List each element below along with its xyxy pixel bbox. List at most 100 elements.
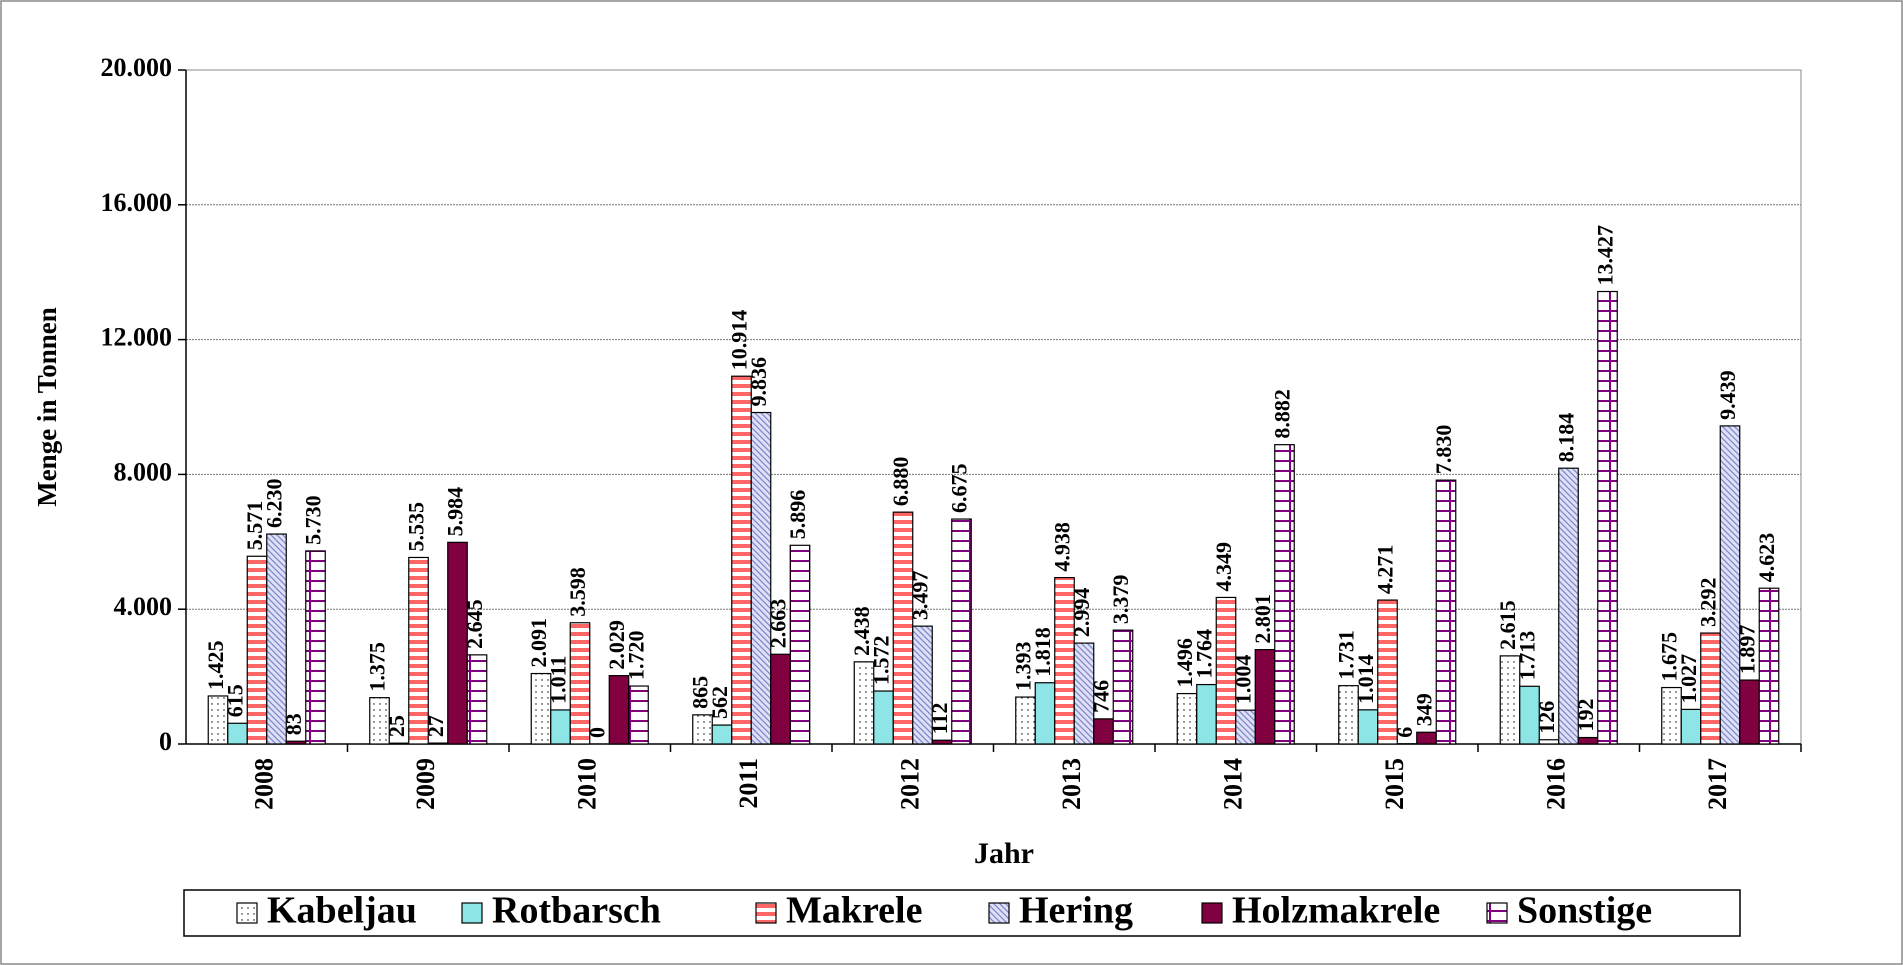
- value-label: 2.994: [1069, 588, 1094, 638]
- bar: [750, 411, 772, 745]
- bar: [873, 690, 894, 745]
- value-label: 1.004: [1231, 655, 1256, 705]
- bar: [1416, 731, 1437, 745]
- bar: [305, 550, 326, 745]
- value-label: 1.011: [546, 656, 571, 704]
- bar: [427, 742, 449, 745]
- value-label: 6: [1392, 727, 1417, 738]
- bar: [466, 654, 488, 745]
- value-label: 2.645: [462, 599, 487, 649]
- value-label: 4.623: [1754, 533, 1779, 583]
- x-tick-label: 2012: [896, 758, 925, 810]
- legend: [183, 889, 1741, 937]
- legend-label: Rotbarsch: [492, 890, 661, 932]
- bar: [1700, 632, 1721, 745]
- value-label: 1.713: [1515, 631, 1540, 681]
- value-label: 126: [1534, 701, 1559, 734]
- value-label: 746: [1089, 680, 1114, 713]
- value-label: 1.720: [624, 631, 649, 681]
- bar: [892, 511, 914, 745]
- bar: [789, 544, 811, 745]
- value-label: 2.663: [766, 599, 791, 649]
- y-tick-label: 20.000: [101, 53, 173, 82]
- value-label: 0: [585, 727, 610, 738]
- bar: [608, 675, 630, 745]
- legend-swatch: [755, 902, 777, 924]
- bar: [931, 739, 953, 745]
- bar: [1719, 425, 1741, 745]
- value-label: 10.914: [727, 310, 752, 371]
- bar: [1538, 739, 1560, 745]
- legend-swatch: [988, 902, 1010, 924]
- legend-label: Hering: [1019, 890, 1133, 932]
- bar: [1274, 444, 1295, 745]
- bar: [1093, 718, 1114, 745]
- bar: [951, 518, 972, 745]
- bar: [1015, 696, 1036, 745]
- value-label: 1.818: [1030, 627, 1055, 677]
- value-label: 3.497: [908, 571, 933, 621]
- value-label: 5.535: [404, 502, 429, 552]
- value-label: 27: [423, 715, 448, 737]
- bar: [1377, 599, 1398, 745]
- value-label: 5.984: [443, 487, 468, 537]
- bar: [1112, 629, 1134, 745]
- y-tick-label: 16.000: [101, 188, 173, 217]
- value-label: 1.897: [1735, 625, 1760, 675]
- bar: [1357, 709, 1379, 745]
- bar: [711, 724, 733, 745]
- x-tick-label: 2013: [1057, 758, 1086, 810]
- value-label: 3.292: [1696, 578, 1721, 628]
- value-label: 8.184: [1554, 413, 1579, 463]
- value-label: 4.938: [1050, 522, 1075, 572]
- bar: [1435, 479, 1457, 745]
- value-label: 1.014: [1353, 654, 1378, 704]
- y-tick-label: 4.000: [114, 592, 173, 621]
- value-label: 83: [281, 713, 306, 735]
- value-label: 3.598: [565, 567, 590, 617]
- bar: [770, 653, 791, 745]
- value-label: 349: [1412, 693, 1437, 726]
- value-label: 5.896: [785, 490, 810, 540]
- bar: [1519, 685, 1540, 745]
- bar: [1680, 708, 1702, 745]
- x-tick-label: 2015: [1380, 758, 1409, 810]
- bar: [447, 541, 468, 745]
- value-label: 1.764: [1192, 629, 1217, 679]
- x-tick-label: 2010: [573, 758, 602, 810]
- bar: [1558, 467, 1579, 745]
- bar: [1176, 692, 1198, 745]
- bar: [388, 742, 410, 745]
- value-label: 6.880: [888, 457, 913, 507]
- legend-label: Kabeljau: [267, 890, 417, 932]
- bar: [408, 556, 429, 745]
- value-label: 2.615: [1495, 600, 1520, 650]
- value-label: 13.427: [1593, 225, 1618, 286]
- y-tick-label: 12.000: [101, 323, 173, 352]
- y-tick-label: 0: [159, 727, 172, 756]
- bar: [285, 740, 307, 745]
- bar: [1739, 679, 1760, 745]
- x-tick-label: 2014: [1219, 758, 1248, 810]
- bar: [731, 375, 752, 745]
- bar: [550, 709, 571, 745]
- x-axis-title: Jahr: [974, 837, 1034, 870]
- bar: [369, 697, 390, 745]
- bar: [1073, 642, 1095, 745]
- value-label: 1.375: [365, 642, 390, 692]
- x-tick-label: 2011: [734, 758, 763, 809]
- legend-swatch: [236, 902, 258, 924]
- value-label: 5.571: [242, 501, 267, 551]
- x-tick-label: 2009: [411, 758, 440, 810]
- value-label: 1.027: [1676, 654, 1701, 704]
- value-label: 2.438: [849, 606, 874, 656]
- bar: [1577, 736, 1599, 745]
- value-label: 4.271: [1373, 545, 1398, 595]
- legend-swatch: [1201, 902, 1223, 924]
- bar: [227, 722, 248, 745]
- value-label: 4.349: [1211, 542, 1236, 592]
- value-label: 2.029: [604, 620, 629, 670]
- bar: [569, 622, 591, 745]
- value-label: 1.393: [1011, 642, 1036, 692]
